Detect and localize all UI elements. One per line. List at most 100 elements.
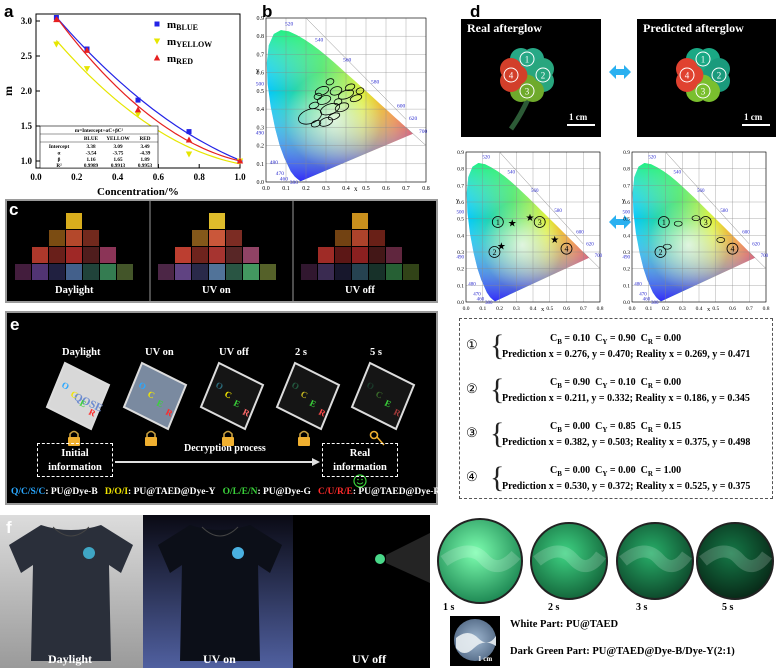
wavelength-label: 380: [651, 301, 659, 306]
fit-table-cell: -3.75: [113, 150, 124, 156]
shirt-daylight: Daylight: [48, 652, 93, 666]
case-number: 3: [538, 218, 542, 227]
shirt-uv-off: UV off: [352, 652, 387, 666]
smile-icon: [353, 474, 367, 488]
wavelength-label: 700: [761, 254, 769, 259]
case-number: 1: [662, 218, 666, 227]
reality-ellipse: [716, 237, 726, 243]
svg-text:E: E: [383, 398, 393, 410]
cie-x-tick: 0.0: [629, 306, 636, 312]
point-yellow: [83, 66, 91, 73]
sample-scale: 1 cm: [478, 655, 493, 663]
cie-y-tick: 0.7: [257, 52, 265, 58]
cie-y-tick: 0.5: [457, 217, 464, 223]
case-block: ④ { CB = 0.00 CY = 0.00 CR = 1.00 Predic…: [466, 461, 751, 494]
wavelength-label: 460: [643, 298, 651, 303]
color-ellipse: [313, 92, 323, 100]
fit-table-cell: α: [58, 150, 61, 156]
cie-y-tick: 0.1: [257, 162, 265, 168]
wavelength-label: 490: [623, 256, 631, 261]
afterglow-disc: [530, 522, 608, 600]
point-blue: [186, 129, 192, 135]
cie-x-tick: 0.1: [645, 306, 652, 312]
stage-uv-off: UV off: [219, 347, 249, 358]
color-tile: [369, 230, 385, 246]
svg-text:2: 2: [717, 71, 722, 81]
color-tile: [175, 264, 191, 280]
color-tile: [243, 247, 259, 263]
color-tile: [15, 264, 31, 280]
real-info-box: Real information: [322, 443, 398, 477]
svg-text:4: 4: [509, 71, 514, 81]
cie-x-tick: 0.2: [662, 306, 669, 312]
cie-y-tick: 0.3: [623, 250, 630, 256]
color-tile: [100, 247, 116, 263]
cie-x-tick: 0.5: [362, 186, 370, 192]
glow-badge: [375, 554, 385, 564]
cie-x-tick: 0.6: [729, 306, 736, 312]
cie-x-label: x: [707, 306, 711, 313]
fit-table-cell: 3.09: [113, 144, 122, 150]
point-yellow: [134, 111, 142, 118]
reality-ellipse: [662, 243, 672, 250]
color-tile: [158, 264, 174, 280]
cie-pred: 0.0 0.1 0.2 0.3 0.4 0.5 0.6 0.7 0.8 0.0 0.1 0.2 0.3 0…: [622, 150, 770, 313]
x-tick-label: 1.0: [234, 172, 246, 182]
wavelength-label: 470: [276, 171, 285, 177]
cie-y-tick: 0.4: [623, 233, 630, 239]
predicted-afterglow-photo: Predicted afterglow 1 2 3 4 1 cm: [637, 19, 776, 137]
case-block: ② { CB = 0.90 CY = 0.10 CR = 0.00 Predic…: [466, 373, 750, 406]
composition: CB = 0.00 CY = 0.00 CR = 1.00: [550, 465, 682, 478]
wavelength-label: 580: [720, 209, 728, 214]
cie-y-tick: 0.8: [623, 167, 630, 173]
t-shirt: [158, 525, 282, 661]
color-ellipse: [325, 78, 335, 86]
point-yellow: [185, 151, 193, 158]
legend-entry: mBLUE: [167, 19, 198, 32]
clover-leaf: 2: [702, 58, 730, 92]
composition: CB = 0.00 CY = 0.85 CR = 0.15: [550, 421, 682, 434]
cie-x-label: x: [354, 185, 358, 193]
color-tile: [209, 213, 225, 229]
svg-text:O: O: [290, 380, 301, 392]
swap-arrow-mid: [609, 215, 631, 229]
y-tick-label: 1.0: [21, 156, 33, 166]
color-tile: [352, 264, 368, 280]
wavelength-label: 620: [409, 116, 418, 122]
wavelength-label: 620: [586, 242, 594, 247]
color-tile: [369, 247, 385, 263]
cie-y-tick: 0.8: [457, 167, 464, 173]
wavelength-label: 620: [752, 242, 760, 247]
wavelength-label: 700: [419, 129, 428, 135]
wavelength-label: 580: [371, 80, 380, 86]
svg-text:2: 2: [541, 71, 546, 81]
wavelength-label: 560: [343, 58, 352, 64]
svg-text:1: 1: [525, 55, 530, 65]
color-tile: [83, 230, 99, 246]
fit-table-cell: β: [58, 157, 61, 163]
wavelength-label: 560: [697, 189, 705, 194]
cie-x-tick: 0.0: [463, 306, 470, 312]
fit-line-yellow: [55, 40, 241, 165]
svg-text:C: C: [69, 389, 79, 401]
wavelength-label: 380: [290, 180, 299, 186]
point-blue: [135, 97, 141, 103]
cie-y-tick: 0.3: [257, 125, 265, 131]
svg-text:E: E: [155, 398, 165, 410]
color-tile: [243, 264, 259, 280]
fit-table-cell: 1.16: [86, 157, 95, 163]
cie-y-label: y: [256, 67, 260, 75]
fit-table-title: m=Intercept+αC+βC²: [75, 128, 124, 134]
prediction-star: ★: [526, 213, 535, 224]
panel-c-grids: [15, 201, 419, 301]
x-tick-label: 0.8: [194, 172, 206, 182]
svg-text:E: E: [232, 398, 242, 410]
cie-y-tick: 0.4: [457, 233, 464, 239]
color-ellipse: [344, 83, 356, 91]
cie-y-tick: 0.9: [457, 150, 464, 156]
panel-c-daylight: Daylight: [55, 285, 94, 296]
panel-b-label: b: [262, 2, 273, 21]
